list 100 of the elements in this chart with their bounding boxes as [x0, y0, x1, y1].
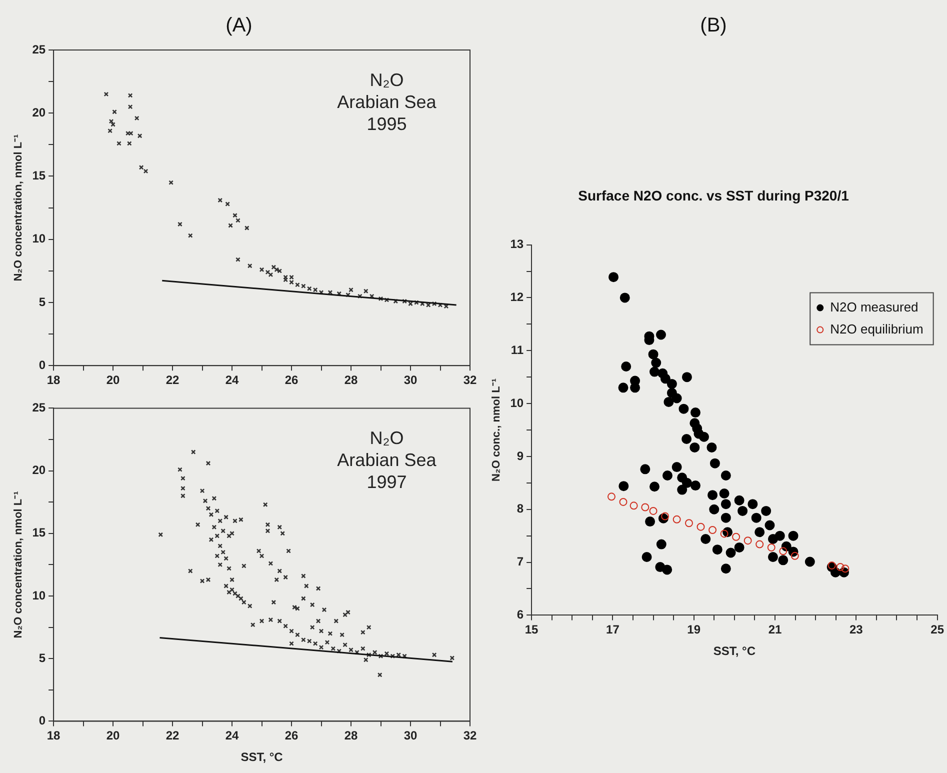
- point: [247, 263, 252, 268]
- y-axis-title: N₂O concentration, nmol L⁻¹: [12, 490, 25, 638]
- point: [619, 498, 628, 506]
- point: [274, 267, 280, 272]
- point: [312, 287, 318, 292]
- annotation: Arabian Sea: [337, 450, 438, 470]
- point: [779, 547, 788, 556]
- point: [708, 526, 717, 534]
- point: [306, 286, 312, 292]
- point: [828, 561, 836, 570]
- x-tick-label: 25: [930, 622, 944, 637]
- point: [137, 133, 142, 138]
- x-tick-label: 18: [46, 373, 61, 388]
- point: [348, 287, 354, 292]
- point: [168, 180, 174, 185]
- x-tick-label: 18: [46, 728, 61, 743]
- point: [393, 298, 398, 304]
- point: [358, 294, 362, 299]
- point: [630, 502, 638, 510]
- point: [402, 298, 407, 304]
- point: [236, 218, 240, 223]
- x-tick-label: 20: [106, 373, 120, 388]
- y-tick-label: 9: [516, 448, 524, 463]
- point: [108, 118, 114, 124]
- y-tick-label: 12: [510, 290, 524, 304]
- point: [244, 226, 250, 230]
- point: [134, 116, 140, 121]
- point: [426, 302, 431, 308]
- point: [607, 492, 616, 501]
- annotation: N₂O: [370, 428, 404, 448]
- point: [128, 104, 133, 110]
- point: [225, 202, 230, 206]
- y-tick-label: 11: [510, 342, 524, 357]
- y-tick-label: 6: [516, 608, 524, 622]
- x-axis-title: SST, °C: [240, 750, 284, 764]
- point: [128, 93, 133, 98]
- x-tick-label: 30: [404, 728, 418, 743]
- x-tick-label: 24: [225, 373, 240, 388]
- y-tick-label: 25: [32, 42, 46, 56]
- x-tick-label: 23: [849, 622, 864, 637]
- x-tick-label: 30: [404, 373, 418, 388]
- point: [408, 301, 413, 306]
- point: [684, 519, 693, 528]
- point: [641, 503, 650, 512]
- y-tick-label: 15: [32, 526, 46, 540]
- point: [259, 267, 264, 272]
- y-tick-label: 7: [516, 554, 524, 569]
- point: [414, 300, 419, 305]
- chart-subtitle: Surface N2O conc. vs SST during P320/1: [578, 187, 850, 204]
- x-tick-label: 24: [225, 728, 240, 743]
- point: [672, 515, 681, 524]
- x-tick-label: 21: [768, 622, 782, 637]
- point: [841, 564, 850, 573]
- point: [283, 277, 288, 282]
- point: [126, 141, 132, 146]
- chart-title: (B): [700, 14, 727, 37]
- y-axis-title: N₂O concentration, nmol L⁻¹: [12, 134, 25, 282]
- point: [378, 296, 384, 302]
- x-tick-label: 26: [284, 373, 299, 388]
- point: [128, 130, 134, 136]
- point: [112, 109, 117, 114]
- y-tick-label: 5: [38, 650, 46, 665]
- point: [108, 128, 112, 134]
- x-tick-label: 32: [463, 373, 477, 388]
- x-tick-label: 32: [463, 728, 477, 743]
- point: [836, 563, 844, 572]
- point: [438, 302, 443, 308]
- y-tick-label: 20: [32, 463, 46, 478]
- point: [295, 282, 300, 288]
- x-tick-label: 28: [344, 373, 358, 388]
- point: [236, 257, 240, 262]
- y-tick-label: 10: [510, 396, 524, 410]
- point: [720, 530, 728, 538]
- y-tick-label: 25: [32, 400, 46, 415]
- x-tick-label: 17: [606, 622, 620, 637]
- point: [432, 301, 437, 306]
- y-tick-label: 0: [38, 714, 46, 728]
- x-tick-label: 20: [106, 728, 120, 743]
- annotation: 1995: [366, 114, 407, 134]
- point: [363, 288, 368, 294]
- point: [271, 264, 276, 270]
- point: [767, 543, 776, 552]
- annotation: 1997: [366, 472, 407, 492]
- point: [336, 291, 342, 296]
- x-tick-label: 26: [284, 728, 299, 743]
- x-tick-label: 28: [344, 728, 358, 743]
- point: [228, 223, 233, 228]
- point: [790, 552, 799, 560]
- point: [283, 274, 288, 280]
- point: [218, 198, 223, 203]
- y-tick-label: 0: [38, 358, 46, 372]
- x-tick-label: 22: [166, 373, 180, 388]
- y-tick-label: 10: [32, 232, 46, 246]
- point: [744, 536, 752, 545]
- point: [649, 506, 658, 515]
- legend-label: N2O equilibrium: [830, 321, 924, 336]
- y-tick-label: 5: [38, 294, 46, 309]
- point: [232, 212, 238, 218]
- point: [143, 168, 148, 174]
- point: [318, 290, 324, 295]
